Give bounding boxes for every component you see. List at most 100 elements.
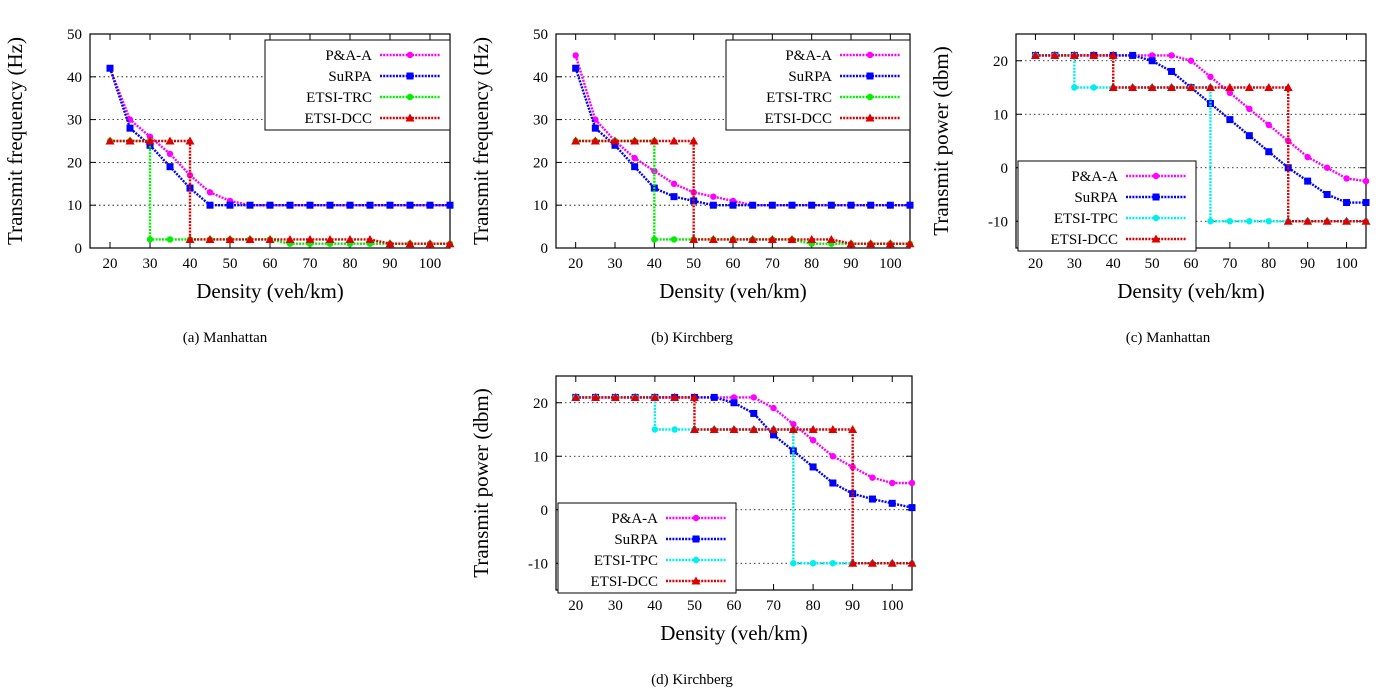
data-point [1148, 57, 1156, 65]
y-axis-label: Transmit frequency (Hz) [469, 37, 493, 245]
legend-marker [406, 72, 414, 80]
data-point [689, 234, 699, 243]
data-point [828, 425, 838, 433]
data-point [365, 234, 375, 243]
chart-d: -10 0 10 20 20 30 40 50 60 70 80 90 100 Density (veh/… [469, 375, 917, 645]
series-2 [106, 64, 454, 209]
data-point [106, 64, 114, 72]
data-point [710, 393, 718, 401]
x-tick-label: 50 [223, 256, 238, 272]
data-point [1206, 100, 1214, 108]
legend-marker [1152, 172, 1160, 180]
data-point [630, 136, 640, 145]
legend-label: SuRPA [328, 69, 372, 85]
data-point [185, 136, 195, 145]
legend-label: P&A-A [1071, 169, 1118, 185]
legend-label: P&A-A [611, 511, 658, 527]
data-point [1226, 89, 1234, 97]
data-point [908, 504, 916, 512]
data-point [630, 392, 640, 401]
data-point [869, 474, 876, 481]
caption-a: (a) Manhattan [182, 330, 268, 346]
x-tick-label: 60 [1184, 256, 1199, 272]
y-tick-label: 50 [67, 27, 82, 43]
y-axis-label: Transmit power (dbm) [469, 388, 493, 577]
data-point [768, 201, 776, 209]
x-tick-label: 30 [143, 256, 158, 272]
x-tick-label: 40 [183, 256, 198, 272]
data-point [829, 479, 837, 487]
data-point [265, 234, 275, 243]
data-point [1264, 83, 1274, 91]
data-point [1226, 218, 1234, 225]
legend-marker [866, 51, 874, 59]
legend: P&A-A SuRPA ETSI-TPC ETSI-DCC [1017, 160, 1197, 252]
data-point [126, 116, 134, 123]
chart-b: 0 10 20 30 40 50 20 30 40 50 60 70 80 90 100 Density (v… [469, 27, 915, 303]
x-tick-label: 60 [726, 256, 741, 272]
x-tick-label: 80 [804, 256, 819, 272]
data-point [1244, 83, 1254, 91]
data-point [770, 431, 778, 439]
data-point [730, 394, 738, 401]
data-point [789, 447, 797, 455]
data-point [827, 201, 835, 209]
data-point [166, 163, 174, 171]
data-point [1090, 84, 1097, 91]
y-tick-label: 10 [533, 449, 548, 465]
data-point [591, 392, 601, 401]
data-point [385, 239, 395, 248]
series-line [1035, 54, 1366, 223]
data-point [1205, 83, 1215, 91]
data-point [889, 479, 896, 487]
data-point [885, 239, 895, 248]
data-point [787, 234, 797, 243]
data-point [245, 234, 255, 243]
y-tick-label: 30 [533, 113, 548, 129]
data-point [326, 201, 334, 209]
y-tick-label: -10 [528, 556, 548, 572]
x-tick-label: 90 [383, 256, 398, 272]
data-point [907, 558, 917, 567]
x-tick-label: 40 [647, 256, 662, 272]
data-point [651, 236, 658, 243]
series-4 [571, 136, 915, 248]
y-tick-label: 40 [533, 70, 548, 86]
legend: P&A-A SuRPA ETSI-TRC ETSI-DCC [725, 39, 911, 131]
data-point [1071, 84, 1078, 91]
data-point [146, 141, 154, 149]
data-point [305, 234, 315, 243]
data-point [206, 189, 214, 196]
data-point [1265, 218, 1272, 225]
data-point [266, 201, 274, 209]
data-point [590, 136, 600, 145]
legend-label: ETSI-TPC [1054, 211, 1118, 227]
data-point [867, 201, 875, 209]
x-tick-label: 90 [845, 598, 860, 614]
data-point [205, 234, 215, 243]
data-point [1245, 132, 1253, 140]
data-point [125, 136, 135, 145]
data-point [709, 425, 719, 433]
x-tick-label: 70 [303, 256, 318, 272]
x-tick-label: 50 [1145, 256, 1160, 272]
series-line [108, 67, 450, 207]
y-tick-label: 20 [533, 396, 548, 412]
data-point [1322, 216, 1332, 225]
data-point [1304, 177, 1312, 185]
data-point [366, 201, 374, 209]
data-point [670, 193, 678, 201]
data-point [226, 201, 234, 209]
legend-marker [692, 556, 700, 564]
data-point [888, 499, 896, 507]
data-point [1128, 83, 1138, 91]
x-tick-label: 60 [263, 256, 278, 272]
x-tick-label: 20 [568, 256, 583, 272]
data-point [1089, 50, 1099, 59]
series-line [110, 139, 450, 245]
x-tick-label: 90 [1300, 256, 1315, 272]
y-tick-label: 0 [541, 503, 549, 519]
x-tick-label: 50 [687, 598, 702, 614]
data-point [750, 394, 757, 401]
data-point [105, 136, 115, 145]
